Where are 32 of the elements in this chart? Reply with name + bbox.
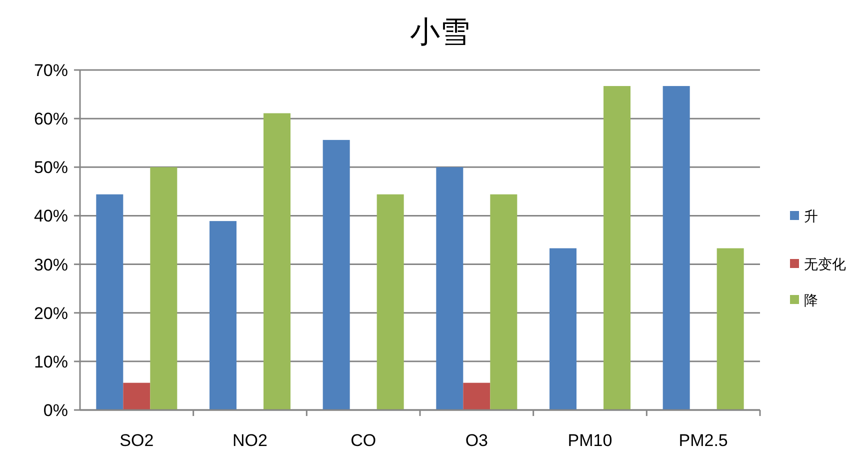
x-tick-label: PM10: [568, 431, 612, 450]
bar: [376, 194, 404, 410]
legend-label: 降: [804, 292, 818, 308]
y-tick-label: 20%: [34, 304, 68, 323]
y-tick-label: 30%: [34, 255, 68, 274]
bar: [550, 248, 576, 410]
y-tick-label: 10%: [34, 352, 68, 372]
x-tick-label: O3: [465, 431, 488, 450]
bar: [322, 140, 350, 410]
y-tick-label: 70%: [34, 61, 68, 80]
bar: [662, 86, 690, 410]
bar: [490, 194, 518, 410]
bar: [264, 113, 290, 410]
y-tick-label: 50%: [34, 158, 68, 178]
bar: [150, 167, 178, 410]
y-tick-label: 60%: [34, 110, 68, 129]
y-tick-label: 0%: [43, 401, 68, 420]
bar: [436, 167, 464, 410]
bar: [463, 382, 490, 410]
bar: [716, 248, 744, 410]
legend-label: 无变化: [804, 256, 846, 272]
x-tick-label: CO: [350, 431, 376, 450]
bar: [210, 221, 236, 410]
chart-title: 小雪: [410, 16, 470, 49]
bar: [604, 86, 630, 410]
bar: [123, 382, 150, 410]
y-tick-label: 40%: [34, 206, 68, 226]
x-tick-label: SO2: [120, 431, 154, 450]
x-tick-label: PM2.5: [678, 431, 728, 450]
x-tick-label: NO2: [232, 431, 268, 450]
legend-label: 升: [804, 208, 818, 224]
bar: [96, 194, 124, 410]
